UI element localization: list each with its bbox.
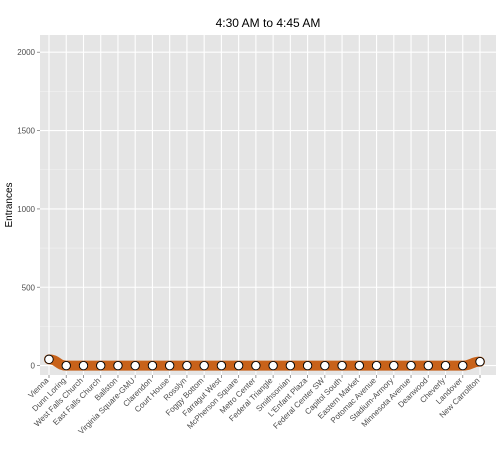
data-point-16 (302, 360, 313, 371)
y-tick-label: 2000 (17, 48, 35, 57)
data-point-6 (130, 360, 140, 371)
data-point-10 (199, 360, 209, 371)
y-tick-label: 1500 (17, 127, 35, 136)
data-point-22 (406, 360, 416, 371)
data-point-21 (389, 360, 399, 371)
data-point-8 (165, 360, 175, 371)
data-point-20 (371, 360, 382, 371)
data-point-14 (268, 360, 278, 371)
data-point-5 (113, 360, 123, 371)
plot-panel (40, 35, 496, 375)
chart-title: 4:30 AM to 4:45 AM (216, 16, 321, 30)
data-point-11 (216, 360, 227, 371)
data-point-2 (61, 360, 71, 371)
data-point-17 (320, 360, 330, 371)
grid-minor (40, 91, 496, 327)
y-tick-label: 1000 (17, 205, 35, 214)
data-point-3 (78, 360, 89, 371)
data-point-9 (182, 360, 192, 371)
data-point-19 (354, 360, 364, 371)
y-axis-title: Entrances (4, 182, 15, 227)
data-point-7 (147, 360, 158, 371)
grid-major (40, 35, 496, 375)
data-point-23 (423, 360, 433, 371)
data-point-1 (44, 354, 54, 364)
data-point-15 (285, 360, 296, 371)
data-point-18 (337, 360, 347, 371)
y-tick-label: 500 (22, 283, 36, 292)
data-points (44, 354, 485, 371)
data-point-12 (233, 360, 244, 371)
y-tick-label: 0 (31, 362, 36, 371)
data-point-13 (251, 360, 261, 371)
y-axis: 0 500 1000 1500 2000 (17, 48, 40, 371)
data-point-26 (475, 357, 485, 367)
data-point-25 (458, 360, 468, 371)
data-point-24 (440, 360, 451, 371)
data-point-4 (96, 360, 106, 371)
